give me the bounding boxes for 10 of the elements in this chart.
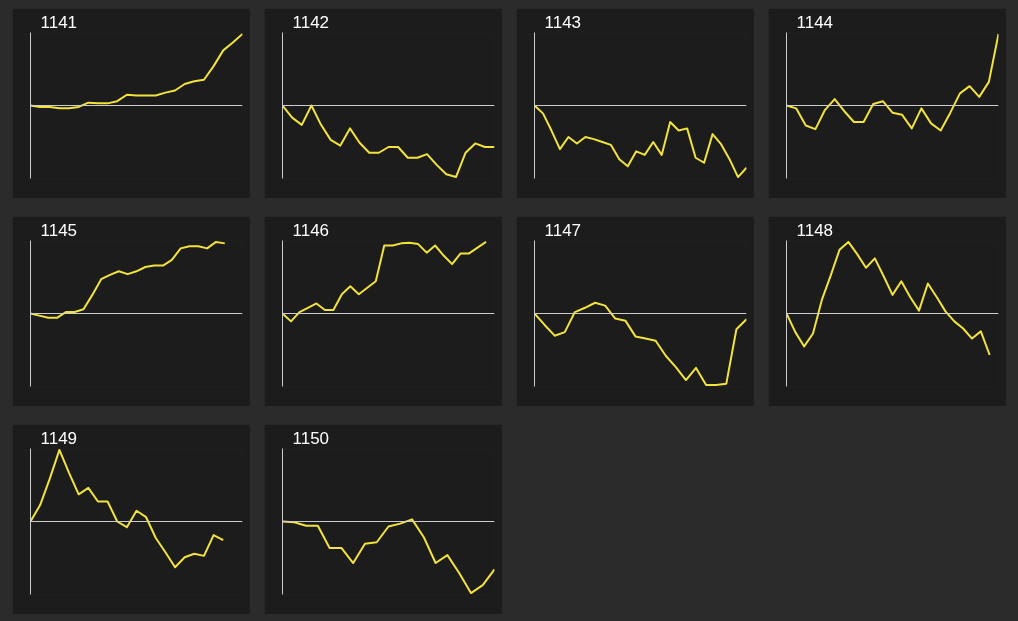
chart-title: 1144 [796,12,834,32]
chart-title: 1145 [40,220,78,240]
chart-title: 1148 [796,220,834,240]
chart-title: 1149 [40,428,78,448]
chart-title: 1150 [292,428,330,448]
chart-title: 1146 [292,220,330,240]
chart-title: 1141 [40,12,78,32]
chart-title: 1143 [544,12,582,32]
chart-title: 1147 [544,220,582,240]
chart-title: 1142 [292,12,330,32]
